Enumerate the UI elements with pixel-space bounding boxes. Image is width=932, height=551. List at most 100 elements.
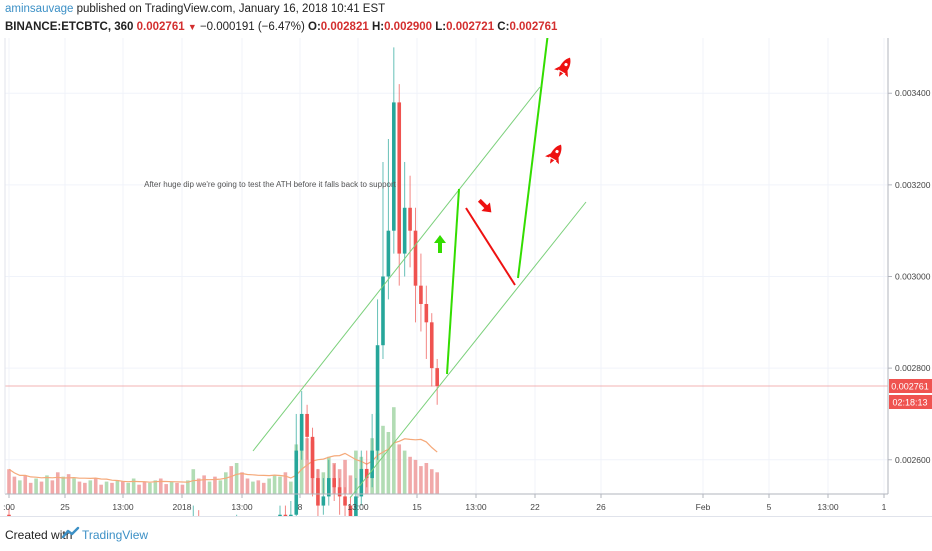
volume-bar [381,425,385,494]
volume-bar [142,481,147,494]
author-link[interactable]: aminsauvage [5,3,74,15]
candle-body [294,450,299,515]
time-tick-label: 13:00 [817,502,839,512]
volume-bar [397,444,402,494]
volume-bar [240,472,244,494]
volume-bar [72,478,76,494]
volume-bar [158,478,163,494]
high-label: H: [371,21,385,33]
candle-body [7,514,11,516]
volume-bar [435,472,439,494]
volume-bar [207,481,212,494]
publish-info: published on TradingView.com, January 16… [73,3,386,15]
volume-bar [191,469,196,494]
chart-footer: Created with TradingView [0,516,932,551]
time-tick-label: 5 [767,502,772,512]
candle-body [299,413,304,451]
volume-bar [348,475,353,494]
volume-bar [186,480,190,494]
candle-body [397,102,402,254]
volume-bar [429,469,434,494]
volume-bar [164,484,168,494]
volume-bar [413,459,418,494]
candle-body [278,514,282,516]
time-tick-label: 1 [882,502,887,512]
time-tick-label: 25 [60,502,70,512]
candle-body [364,468,369,479]
candle-body [408,207,412,231]
candle-body [343,496,347,506]
volume-bar [343,459,347,494]
rocket-icon [545,144,562,165]
candle-body [332,478,336,488]
time-tick-label: 2018 [173,502,192,512]
volume-bar [267,478,271,494]
chart-header: aminsauvage published on TradingView.com… [0,0,932,38]
last-price: 0.002761 [136,21,185,33]
candle-body [359,468,364,497]
volume-bar [354,450,358,494]
volume-bar [93,478,98,494]
time-tick-label: 13:00 [465,502,487,512]
volume-bar [180,484,185,494]
volume-bar [196,478,201,494]
chart-annotation[interactable]: After huge dip we're going to test the A… [144,180,397,189]
price-tick-label: 0.002600 [895,455,931,465]
volume-bar [34,478,38,494]
price-chart[interactable]: After huge dip we're going to test the A… [0,38,932,516]
volume-bar [153,480,158,494]
rocket-icon [554,57,571,78]
projection-up-line[interactable] [446,188,460,375]
candle-body [402,207,407,254]
volume-bar [23,475,28,494]
price-axis[interactable] [888,38,932,516]
volume-bar [169,481,174,494]
volume-bar [283,472,288,494]
volume-bar [50,480,55,494]
volume-bar [402,450,407,494]
time-tick-label: 26 [596,502,606,512]
volume-bar [224,472,228,494]
volume-bar [66,474,71,494]
volume-bar [305,438,309,494]
volume-bar [7,469,11,494]
candle-body [310,436,315,479]
candle-body [392,102,396,231]
tradingview-logo-icon[interactable] [62,526,80,540]
volume-bar [213,476,217,494]
countdown-badge [889,395,932,409]
volume-bar [261,482,266,494]
close-value: 0.002761 [509,21,558,33]
volume-bar [272,475,277,494]
volume-bar [104,481,109,494]
symbol-label[interactable]: BINANCE:ETCBTC, 360 [5,21,134,33]
low-value: 0.002721 [446,21,495,33]
last-price-badge [889,379,932,393]
publish-line: aminsauvage published on TradingView.com… [5,3,385,15]
candle-body [326,478,331,497]
volume-bar [256,480,261,494]
volume-bar [115,480,120,494]
candle-body [375,345,380,451]
time-axis-ticks: :00 25 13:00 2018 13:00 8 13:00 15 13:00 22 26 Feb 5… [3,494,887,512]
projection-breakout-line[interactable] [517,38,549,279]
channel-lower-line[interactable] [349,201,587,499]
channel-upper-line[interactable] [252,86,541,452]
open-value: 0.002821 [320,21,369,33]
volume-bar [408,456,412,494]
candle-body [283,514,288,516]
price-tick-label: 0.003000 [895,272,931,282]
tradingview-brand-link[interactable]: TradingView [82,528,149,542]
volume-bar [218,480,223,494]
candle-body [386,230,391,277]
candle-body [429,322,434,369]
candle-body [305,413,309,437]
candle-body [289,514,293,516]
projection-down-line[interactable] [465,207,516,286]
volume-bar [424,463,429,494]
change-arrow-icon: ▼ [187,22,197,32]
volume-bar [175,482,179,494]
time-tick-label: 15 [412,502,422,512]
volume-bar [39,481,44,494]
created-with-label: Created with [5,528,73,542]
